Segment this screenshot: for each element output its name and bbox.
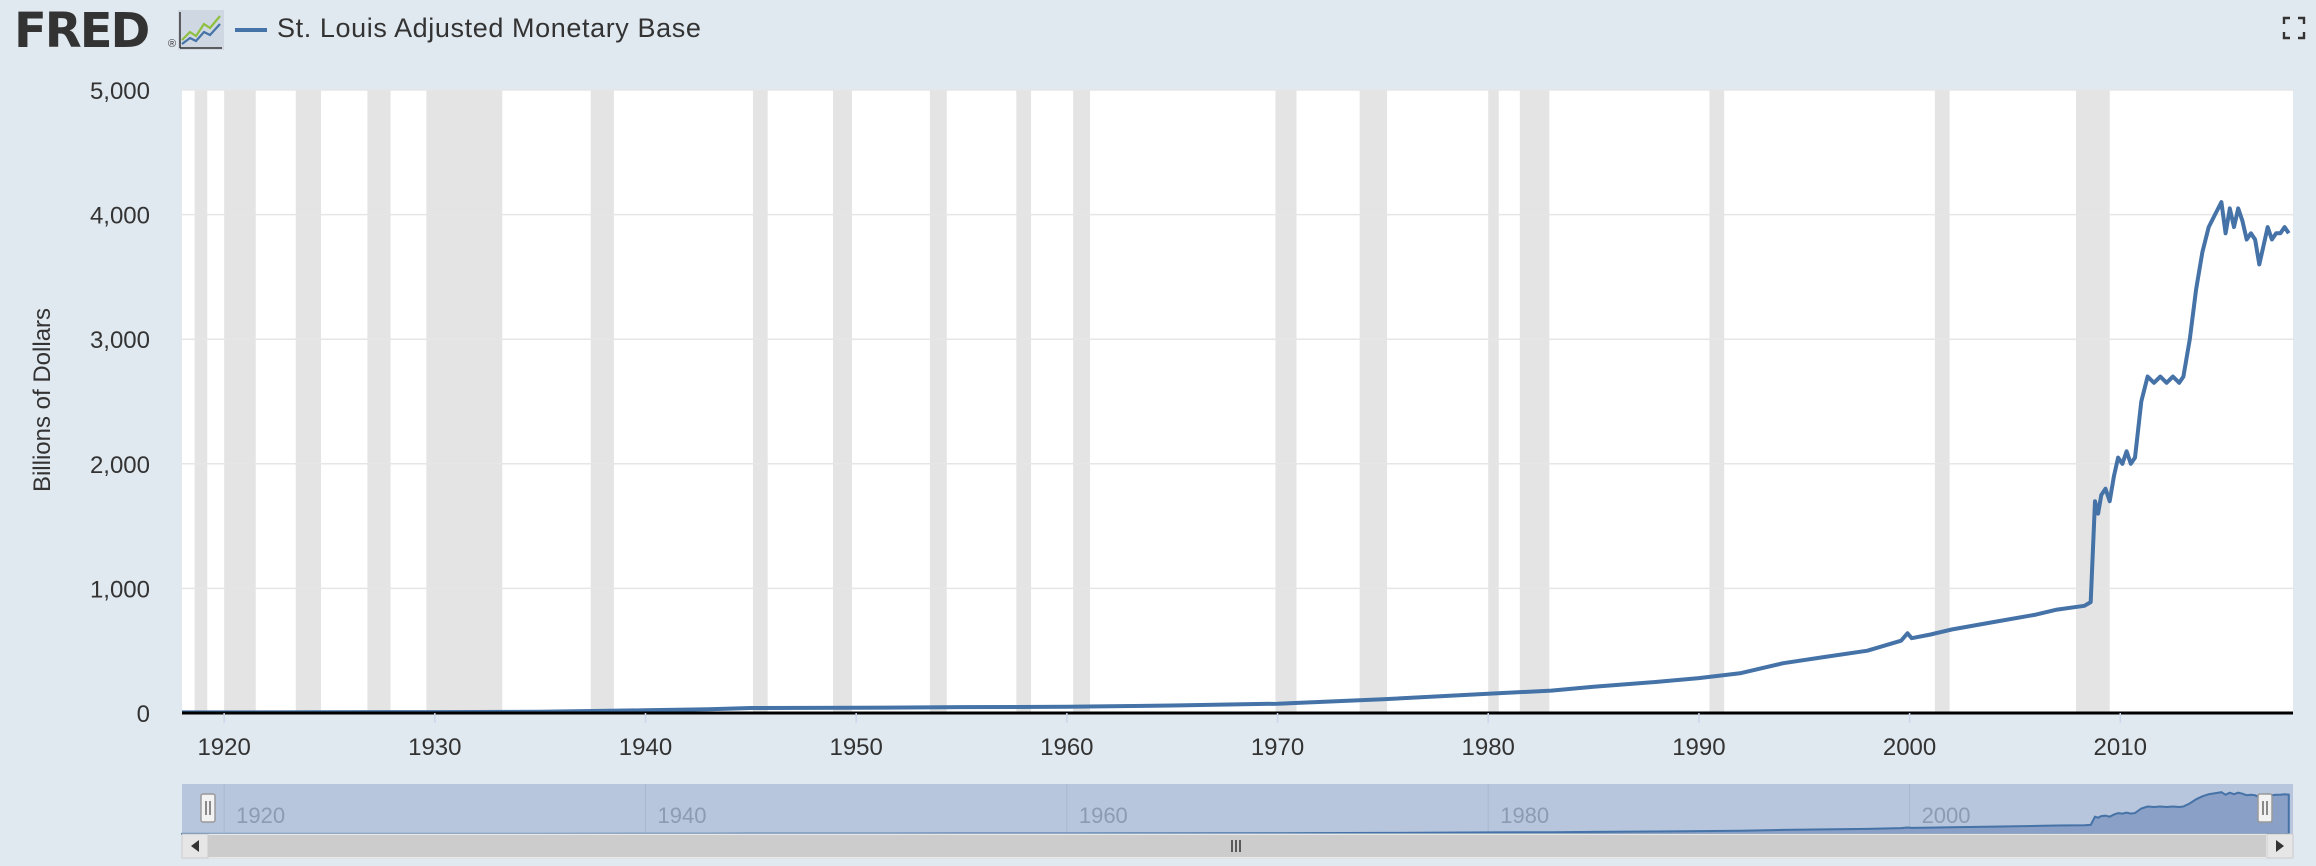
recession-band <box>1519 90 1550 713</box>
recession-band <box>426 90 503 713</box>
recession-band <box>1275 90 1297 713</box>
y-gridlines <box>182 89 2293 590</box>
recession-band <box>1934 90 1950 713</box>
y-tick-label: 0 <box>137 701 150 728</box>
y-tick-label: 4,000 <box>90 203 150 230</box>
scrollbar-grip-icon <box>1231 840 1241 852</box>
fullscreen-icon[interactable] <box>2282 16 2306 40</box>
y-tick-label: 3,000 <box>90 327 150 354</box>
recession-band <box>295 90 322 713</box>
navigator-left-handle[interactable] <box>200 793 216 823</box>
chart-header: FRED ® St. Louis Adjusted Monetary Base <box>0 0 2316 62</box>
x-tick-label: 2010 <box>2094 734 2147 761</box>
legend-series-name[interactable]: St. Louis Adjusted Monetary Base <box>277 13 702 43</box>
recession-band <box>1016 90 1032 713</box>
y-tick-label: 2,000 <box>90 452 150 479</box>
line-chart-icon <box>178 10 224 50</box>
range-navigator[interactable]: 1920 1940 1960 1980 2000 <box>181 784 2293 835</box>
x-tick-label: 2000 <box>1883 734 1936 761</box>
y-tick-label: 1,000 <box>90 576 150 603</box>
x-axis-tick-labels: 1920 1930 1940 1950 1960 1970 1980 1990 2000 2010 <box>197 713 2147 761</box>
y-axis-label: Billions of Dollars <box>29 308 56 492</box>
scroll-left-button[interactable] <box>181 833 209 859</box>
x-tick-label: 1930 <box>408 734 461 761</box>
recession-band <box>1359 90 1388 713</box>
range-scrollbar[interactable] <box>181 833 2294 859</box>
navigator-tick-label: 1980 <box>1500 803 1549 828</box>
navigator-tick-label: 2000 <box>1922 803 1971 828</box>
y-tick-label: 5,000 <box>90 78 150 105</box>
series-layer <box>181 200 2291 715</box>
navigator-tick-label: 1920 <box>236 803 285 828</box>
navigator-tick-label: 1940 <box>657 803 706 828</box>
navigator-tick-label: 1960 <box>1079 803 1128 828</box>
x-tick-label: 1950 <box>829 734 882 761</box>
recession-band <box>1709 90 1725 713</box>
recession-band <box>2076 90 2110 713</box>
scrollbar-thumb[interactable] <box>208 835 2266 857</box>
x-tick-label: 1960 <box>1040 734 1093 761</box>
chevron-right-icon <box>2276 840 2284 852</box>
fred-logo: FRED <box>14 3 150 59</box>
recession-band <box>224 90 256 713</box>
x-tick-label: 1980 <box>1462 734 1515 761</box>
y-axis-tick-labels: 0 1,000 2,000 3,000 4,000 5,000 <box>90 78 150 728</box>
navigator-series-area <box>181 791 2290 835</box>
x-tick-label: 1940 <box>619 734 672 761</box>
recession-band <box>832 90 852 713</box>
chevron-left-icon <box>191 840 199 852</box>
recession-band <box>1073 90 1091 713</box>
series-line[interactable] <box>181 200 2291 715</box>
navigator-selected-range <box>182 784 2293 834</box>
x-tick-label: 1920 <box>197 734 250 761</box>
recession-band <box>367 90 391 713</box>
recession-band <box>752 90 768 713</box>
recession-band <box>1488 90 1499 713</box>
x-tick-label: 1970 <box>1251 734 1304 761</box>
recession-band <box>929 90 947 713</box>
navigator-right-handle[interactable] <box>2257 793 2273 823</box>
x-tick-label: 1990 <box>1672 734 1725 761</box>
legend-series-swatch <box>235 28 267 32</box>
fred-logo-registered-mark: ® <box>168 38 177 50</box>
recession-band <box>194 90 208 713</box>
scroll-right-button[interactable] <box>2266 833 2294 859</box>
recession-shading <box>194 90 2110 713</box>
recession-band <box>590 90 614 713</box>
